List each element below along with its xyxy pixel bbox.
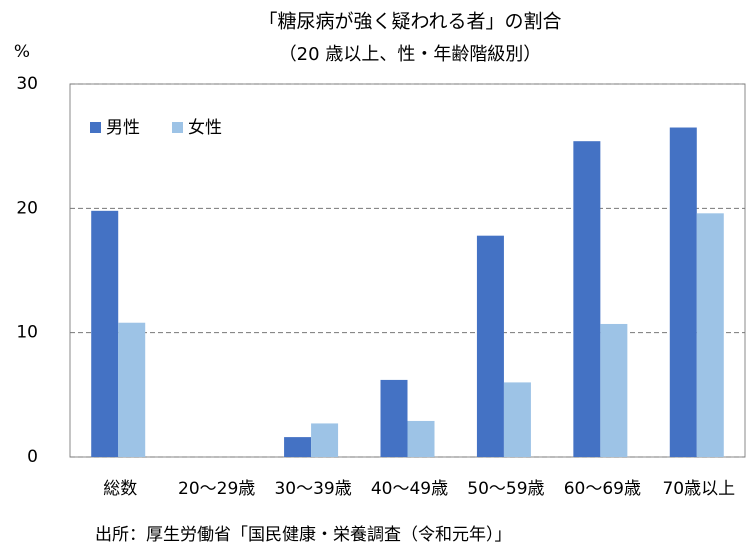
x-tick-label: 30〜39歳 (274, 479, 351, 499)
y-tick-label: 30 (16, 74, 38, 94)
bar (407, 420, 435, 457)
bar (573, 141, 601, 457)
source-note: 出所：厚生労働省「国民健康・栄養調査（令和元年）」 (95, 525, 512, 545)
bar (476, 235, 504, 457)
x-tick-label: 50〜59歳 (467, 479, 544, 499)
bar (669, 127, 697, 458)
y-axis-label: % (14, 42, 30, 62)
bar (600, 323, 628, 457)
bar (503, 382, 531, 457)
legend-swatch (90, 122, 101, 133)
legend-label: 男性 (106, 118, 140, 138)
x-tick-label: 70歳以上 (662, 479, 735, 499)
bar (696, 213, 724, 457)
bar (284, 437, 312, 457)
legend-swatch (172, 122, 183, 133)
bar (380, 379, 408, 457)
legend-label: 女性 (188, 118, 222, 138)
bar (311, 423, 339, 457)
x-tick-label: 総数 (103, 479, 137, 499)
y-tick-label: 20 (16, 198, 38, 218)
x-tick-label: 40〜49歳 (371, 479, 448, 499)
bar (118, 322, 146, 457)
y-tick-label: 0 (27, 447, 38, 467)
bar (91, 210, 119, 457)
y-tick-label: 10 (16, 323, 38, 343)
x-tick-label: 60〜69歳 (564, 479, 641, 499)
x-tick-label: 20〜29歳 (178, 479, 255, 499)
chart-subtitle: （20 歳以上、性・年齢階級別） (279, 44, 542, 65)
chart-title: 「糖尿病が強く疑われる者」の割合 (258, 11, 561, 33)
